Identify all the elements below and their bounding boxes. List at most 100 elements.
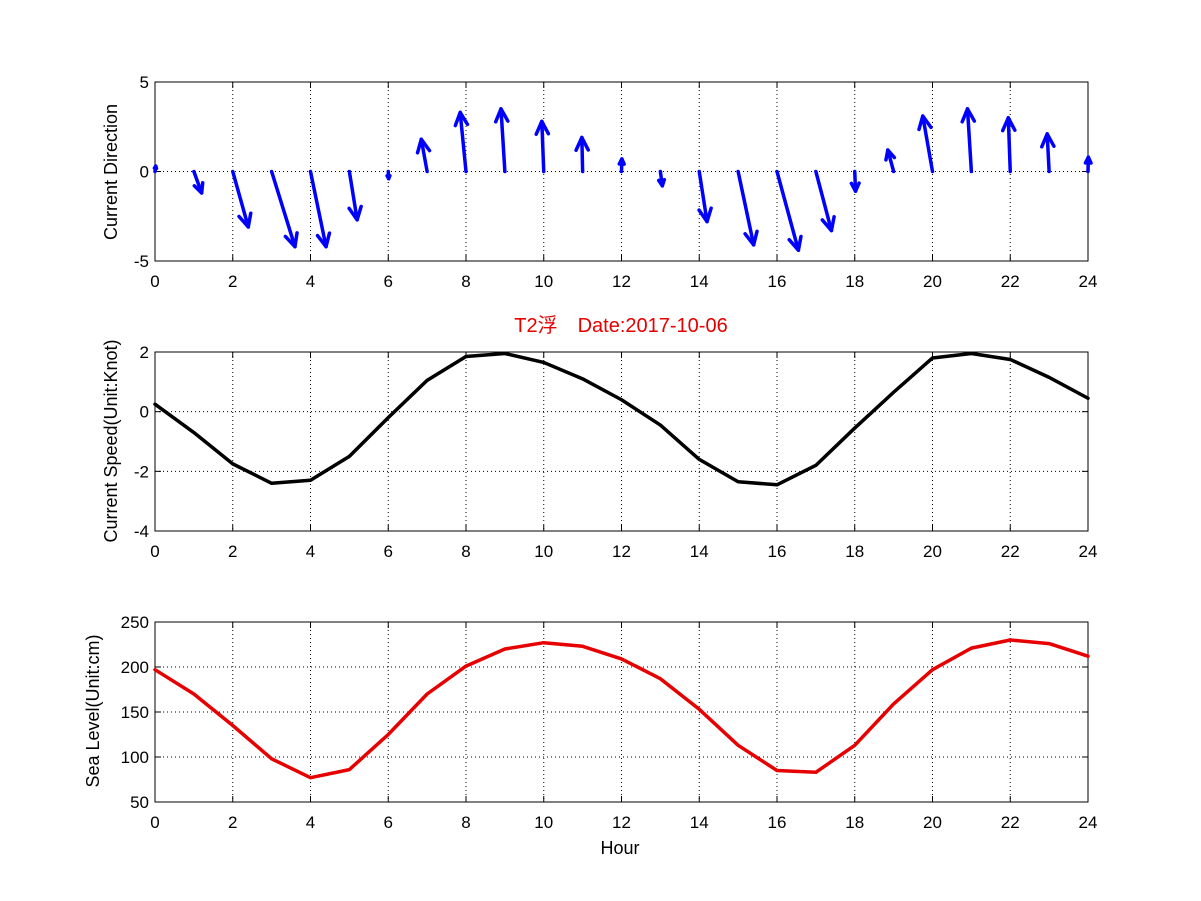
y-tick-label: 100 [121, 748, 149, 767]
direction-arrow-head [534, 119, 551, 136]
direction-arrow [917, 114, 935, 174]
direction-arrow-head [237, 211, 253, 229]
y-tick-label: 0 [140, 163, 149, 182]
direction-arrow [656, 169, 667, 188]
direction-arrow-head [1083, 155, 1093, 165]
y-tick-label: 200 [121, 658, 149, 677]
x-tick-label: 22 [1001, 272, 1020, 291]
direction-arrow [960, 107, 977, 174]
direction-arrow-shaft [965, 107, 974, 174]
direction-arrow-head [152, 164, 159, 171]
x-tick-label: 16 [768, 542, 787, 561]
direction-arrow [849, 169, 861, 193]
direction-arrow-shaft [540, 119, 546, 174]
direction-arrow [453, 110, 470, 174]
x-tick-label: 4 [306, 542, 315, 561]
y-tick-label: -4 [134, 522, 149, 541]
x-tick-label: 4 [306, 272, 315, 291]
direction-arrow-shaft [580, 135, 585, 174]
direction-arrow [269, 169, 299, 249]
direction-arrow [617, 157, 626, 174]
direction-arrow-head [917, 114, 933, 132]
direction-arrow [493, 107, 510, 174]
x-tick-label: 10 [534, 813, 553, 832]
direction-arrow-head [493, 107, 510, 124]
direction-arrow [1083, 155, 1093, 174]
direction-arrow [192, 169, 205, 195]
x-tick-label: 12 [612, 813, 631, 832]
x-tick-label: 20 [923, 813, 942, 832]
direction-arrow-shaft [499, 107, 507, 174]
y-tick-label: 0 [140, 403, 149, 422]
direction-arrow [775, 169, 803, 253]
x-tick-label: 12 [612, 272, 631, 291]
current-speed-line [153, 351, 1090, 487]
direction-arrow-head [347, 204, 363, 222]
direction-arrow [152, 164, 159, 174]
direction-arrow-shaft [419, 137, 429, 174]
x-tick-label: 10 [534, 542, 553, 561]
x-tick-label: 8 [461, 272, 470, 291]
x-tick-label: 0 [150, 272, 159, 291]
direction-arrow-head [820, 215, 836, 233]
x-tick-label: 14 [690, 813, 709, 832]
direction-arrow-shaft [231, 169, 251, 229]
x-tick-label: 10 [534, 272, 553, 291]
direction-arrow-head [656, 177, 667, 188]
direction-arrow [884, 148, 897, 174]
direction-arrow-head [385, 173, 392, 181]
x-tick-label: 2 [228, 813, 237, 832]
direction-arrow [697, 169, 713, 224]
direction-arrow-shaft [736, 169, 756, 247]
direction-arrow-shaft [775, 169, 801, 253]
y-tick-label: 5 [140, 73, 149, 92]
x-tick-label: 22 [1001, 813, 1020, 832]
x-tick-label: 12 [612, 542, 631, 561]
direction-arrow-head [192, 181, 205, 195]
y-tick-label: 2 [140, 343, 149, 362]
direction-arrow-head [787, 234, 803, 253]
x-tick-label: 8 [461, 813, 470, 832]
x-tick-label: 18 [845, 813, 864, 832]
x-tick-label: 24 [1079, 272, 1098, 291]
x-tick-label: 2 [228, 272, 237, 291]
direction-arrow-head [574, 135, 590, 152]
y-tick-label: 50 [130, 793, 149, 812]
direction-arrow-head [415, 137, 432, 155]
x-tick-label: 0 [150, 542, 159, 561]
y-axis-label-current-speed: Current Speed(Unit:Knot) [101, 339, 121, 542]
x-tick-label: 4 [306, 813, 315, 832]
direction-arrow-shaft [1006, 116, 1012, 174]
y-tick-label: -5 [134, 252, 149, 271]
y-axis-label-current-direction: Current Direction [101, 104, 121, 240]
direction-arrow-shaft [269, 169, 297, 249]
direction-arrow-head [453, 110, 470, 128]
direction-arrow-shaft [347, 169, 359, 222]
x-tick-label: 18 [845, 542, 864, 561]
x-axis-label-hour: Hour [600, 838, 639, 858]
direction-arrow [534, 119, 551, 174]
direction-arrow-head [283, 231, 299, 249]
direction-arrow-shaft [308, 169, 328, 249]
direction-arrow-head [743, 229, 759, 247]
direction-arrow [415, 137, 432, 174]
direction-arrow-shaft [921, 114, 935, 174]
direction-arrow [736, 169, 759, 247]
x-tick-label: 24 [1079, 542, 1098, 561]
direction-arrow-shaft [458, 110, 468, 174]
direction-arrow [1040, 132, 1056, 174]
x-tick-label: 14 [690, 542, 709, 561]
direction-arrow [347, 169, 363, 222]
x-tick-label: 20 [923, 542, 942, 561]
x-tick-label: 6 [384, 813, 393, 832]
direction-arrow-head [697, 206, 713, 224]
direction-arrow-head [315, 231, 332, 249]
y-tick-label: -2 [134, 462, 149, 481]
direction-arrow-head [960, 107, 977, 124]
x-tick-label: 14 [690, 272, 709, 291]
direction-arrow-shaft [1045, 132, 1051, 174]
direction-arrow [814, 169, 836, 233]
direction-arrow [385, 169, 392, 181]
